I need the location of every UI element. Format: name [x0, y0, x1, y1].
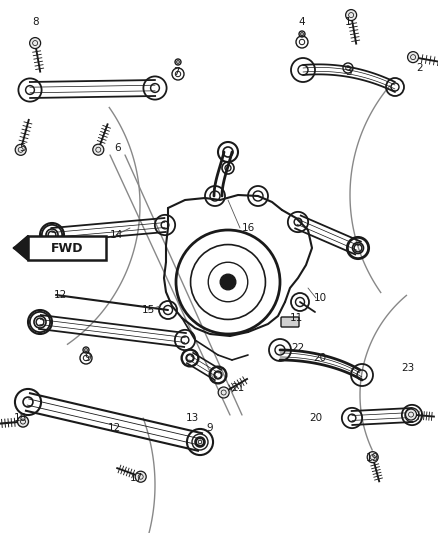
Text: 22: 22: [291, 343, 304, 353]
Text: 5: 5: [19, 143, 25, 153]
Text: 4: 4: [299, 17, 305, 27]
Text: 7: 7: [173, 67, 179, 77]
Circle shape: [220, 274, 236, 290]
Circle shape: [135, 471, 146, 482]
Text: 6: 6: [115, 143, 121, 153]
Text: 21: 21: [231, 383, 245, 393]
Circle shape: [138, 474, 143, 479]
Text: 12: 12: [53, 290, 67, 300]
Text: 2: 2: [417, 63, 423, 73]
Circle shape: [370, 455, 375, 459]
Circle shape: [21, 419, 25, 424]
Text: 20: 20: [314, 353, 327, 363]
Text: 11: 11: [290, 313, 303, 323]
Text: 9: 9: [207, 423, 213, 433]
Circle shape: [221, 390, 226, 395]
Circle shape: [18, 416, 28, 427]
Text: 13: 13: [185, 413, 198, 423]
Text: FWD: FWD: [51, 241, 83, 254]
FancyBboxPatch shape: [281, 317, 299, 327]
Text: 15: 15: [141, 305, 155, 315]
Circle shape: [346, 10, 357, 21]
Circle shape: [218, 387, 229, 398]
Text: 23: 23: [401, 363, 415, 373]
Text: 18: 18: [14, 413, 27, 423]
Text: 19: 19: [365, 453, 378, 463]
Circle shape: [367, 451, 378, 463]
Text: 20: 20: [309, 413, 322, 423]
Circle shape: [18, 147, 23, 152]
Text: 14: 14: [110, 230, 123, 240]
Bar: [28, 236, 106, 260]
Polygon shape: [14, 236, 28, 260]
Circle shape: [409, 412, 413, 417]
Text: 8: 8: [33, 17, 39, 27]
Circle shape: [408, 52, 419, 63]
Text: 17: 17: [129, 473, 143, 483]
Circle shape: [349, 13, 353, 18]
Circle shape: [96, 147, 101, 152]
Text: 16: 16: [241, 223, 254, 233]
Text: 10: 10: [314, 293, 327, 303]
Text: 3: 3: [345, 67, 351, 77]
Text: 1: 1: [345, 17, 351, 27]
Circle shape: [93, 144, 104, 155]
Circle shape: [30, 37, 41, 49]
Circle shape: [410, 54, 416, 60]
Circle shape: [406, 409, 417, 420]
Circle shape: [33, 41, 38, 46]
Circle shape: [15, 144, 26, 155]
Text: 9: 9: [85, 353, 91, 363]
Text: 12: 12: [107, 423, 120, 433]
